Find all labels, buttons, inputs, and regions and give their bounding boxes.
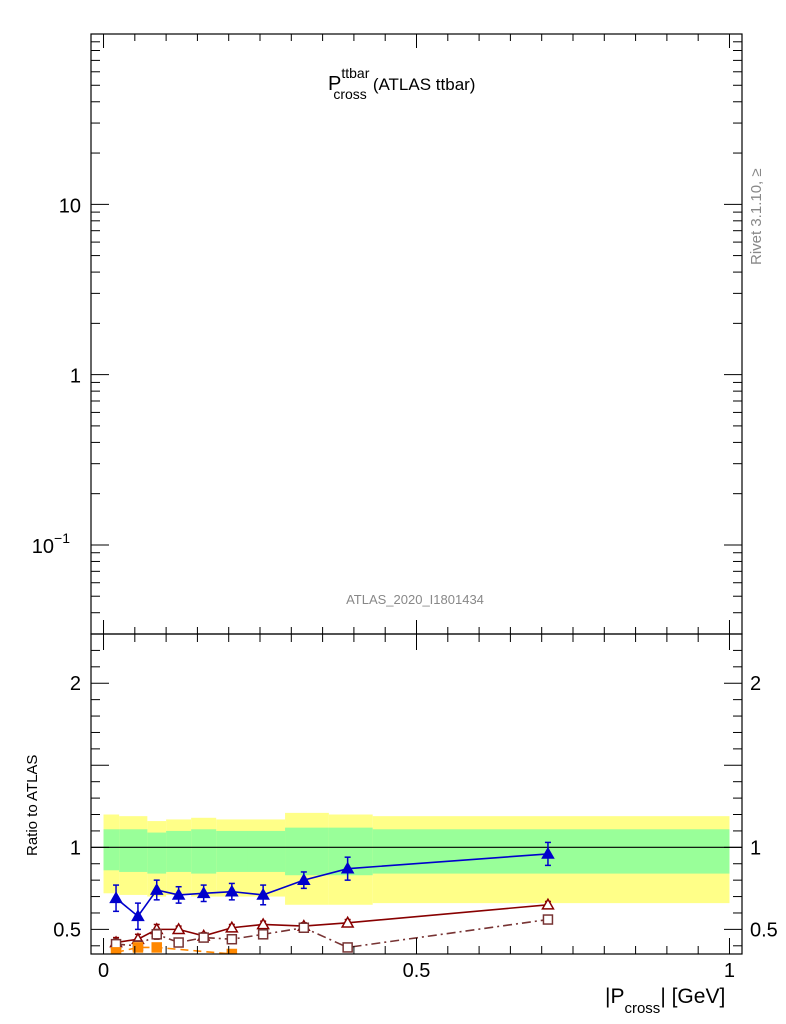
data-point bbox=[541, 846, 555, 859]
main-plot-frame bbox=[90, 33, 743, 635]
data-point bbox=[256, 917, 270, 930]
band-inner bbox=[191, 829, 217, 874]
xlabel-subscript: cross bbox=[624, 1000, 660, 1017]
data-point bbox=[225, 884, 239, 897]
title-suffix: (ATLAS ttbar) bbox=[373, 75, 476, 94]
title-main: P bbox=[328, 73, 341, 95]
data-point bbox=[298, 922, 310, 933]
title-superscript: ttbar bbox=[341, 65, 369, 81]
data-point bbox=[131, 909, 145, 922]
band-inner bbox=[103, 829, 120, 871]
ratio-y-tick-labels: 0.5 0.5 1 1 2 2 bbox=[53, 673, 778, 941]
data-point bbox=[109, 891, 123, 904]
data-point bbox=[342, 942, 353, 953]
series-line bbox=[115, 946, 232, 954]
xlabel-prefix: |P bbox=[605, 985, 624, 1008]
ratio-y-axis-label: Ratio to ATLAS bbox=[24, 755, 41, 856]
main-y-tick-label-exponent: −1 bbox=[54, 530, 70, 546]
band-inner bbox=[119, 829, 148, 872]
data-point bbox=[151, 929, 162, 940]
data-point bbox=[340, 861, 355, 874]
data-point bbox=[256, 887, 270, 900]
x-tick-label: 0.5 bbox=[403, 960, 431, 982]
main-y-tick-label-base: 10 bbox=[59, 195, 81, 217]
band-inner bbox=[147, 832, 167, 874]
ratio-y-tick-label-left: 2 bbox=[70, 673, 81, 695]
band-inner bbox=[285, 827, 329, 876]
uncertainty-bands bbox=[103, 812, 730, 905]
x-tick-labels: 0 0.5 1 bbox=[98, 960, 735, 982]
data-point bbox=[132, 942, 144, 953]
x-axis-label: |Pcross| [GeV] bbox=[605, 985, 725, 1017]
band-inner bbox=[166, 830, 192, 872]
data-point bbox=[226, 948, 238, 954]
data-point bbox=[149, 882, 164, 895]
ratio-plot-frame bbox=[90, 633, 743, 955]
data-point bbox=[198, 932, 209, 943]
series-line bbox=[115, 853, 549, 918]
data-point bbox=[171, 887, 186, 900]
data-point bbox=[225, 920, 239, 933]
series-filled-triangle bbox=[109, 841, 555, 931]
title-subscript: cross bbox=[333, 86, 366, 102]
data-point bbox=[541, 897, 555, 910]
ratio-y-tick-label-left: 1 bbox=[70, 837, 81, 859]
analysis-label: ATLAS_2020_I1801434 bbox=[346, 592, 484, 607]
x-tick-label: 0 bbox=[98, 960, 109, 982]
data-point bbox=[257, 929, 269, 940]
main-axis-ticks bbox=[91, 33, 742, 635]
data-point bbox=[171, 922, 186, 935]
x-tick-label: 1 bbox=[724, 960, 735, 982]
ratio-y-tick-label-left: 0.5 bbox=[53, 919, 81, 941]
data-point bbox=[196, 886, 211, 899]
xlabel-suffix: | [GeV] bbox=[660, 985, 725, 1008]
main-y-tick-label: 10−1 bbox=[32, 530, 70, 558]
plot-title: Pttbar cross (ATLAS ttbar) bbox=[328, 65, 475, 102]
data-point bbox=[173, 937, 184, 948]
ratio-panel: 0.5 0.51 12 2 0 0.5 1 Ratio to ATLAS |Pcross|… bbox=[24, 633, 778, 1017]
series-line bbox=[115, 903, 549, 944]
mc-series bbox=[109, 841, 555, 954]
main-y-tick-label: 10 bbox=[59, 195, 81, 217]
data-point bbox=[542, 914, 554, 925]
ratio-axis-ticks bbox=[91, 633, 742, 954]
data-point bbox=[340, 915, 355, 928]
rivet-version-label: Rivet 3.1.10, ≥ bbox=[748, 168, 765, 265]
data-point bbox=[297, 873, 311, 886]
data-point bbox=[226, 933, 238, 945]
main-y-tick-label-base: 10 bbox=[32, 536, 54, 558]
band-inner bbox=[372, 829, 730, 874]
ratio-y-tick-label-right: 1 bbox=[750, 837, 761, 859]
series-line bbox=[115, 918, 549, 949]
ratio-y-tick-label-right: 0.5 bbox=[750, 919, 778, 941]
data-point bbox=[151, 942, 162, 953]
series-filled-square bbox=[110, 942, 238, 954]
ratio-y-tick-label-right: 2 bbox=[750, 673, 761, 695]
band-inner bbox=[216, 830, 248, 872]
band-inner bbox=[247, 830, 286, 872]
main-y-tick-label: 1 bbox=[70, 366, 81, 388]
main-y-tick-label-base: 1 bbox=[70, 366, 81, 388]
data-point bbox=[110, 947, 122, 954]
